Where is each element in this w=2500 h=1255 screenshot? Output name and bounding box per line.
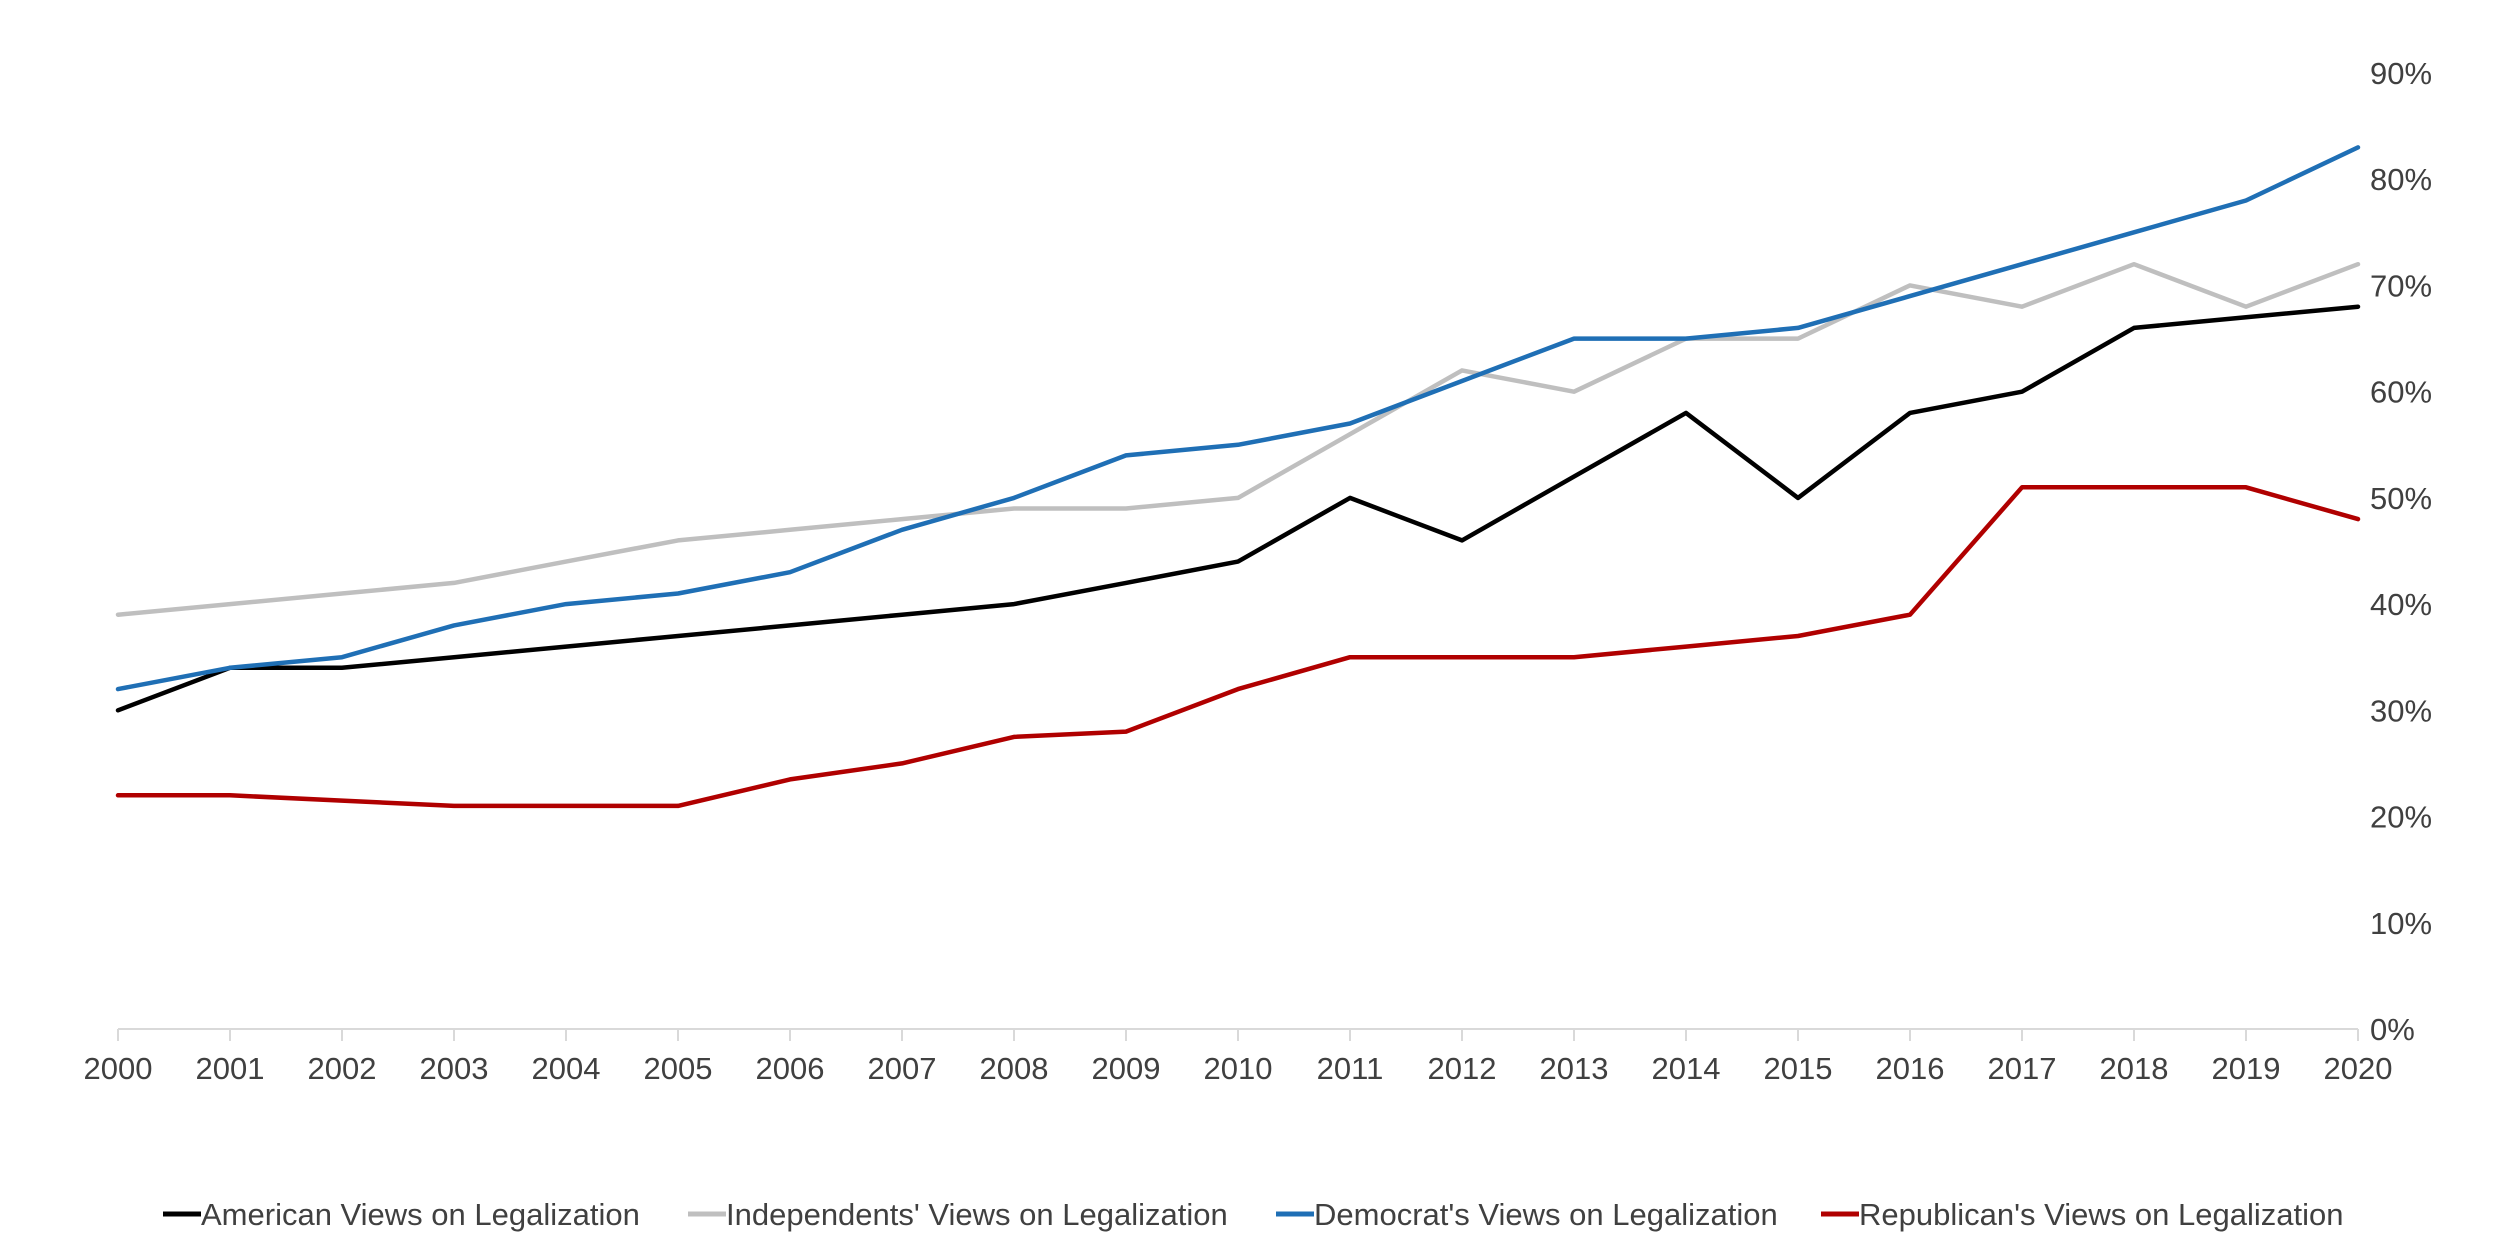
legend-label: American Views on Legalization: [201, 1197, 640, 1232]
series-line-2: [115, 145, 2361, 692]
y-tick-label: 40%: [2370, 587, 2432, 622]
y-tick-label: 20%: [2370, 800, 2432, 835]
x-tick-label: 2001: [196, 1051, 265, 1086]
legend-label: Democrat's Views on Legalization: [1314, 1197, 1778, 1232]
series-line-3: [115, 485, 2361, 809]
x-tick-label: 2002: [308, 1051, 377, 1086]
x-tick-label: 2005: [644, 1051, 713, 1086]
y-tick-label: 50%: [2370, 481, 2432, 516]
x-tick-label: 2015: [1764, 1051, 1833, 1086]
x-tick-label: 2000: [84, 1051, 153, 1086]
y-axis: 0% 10% 20% 30% 40% 50% 60% 70% 80% 90%: [2370, 56, 2432, 1047]
x-tick-label: 2009: [1092, 1051, 1161, 1086]
x-tick-label: 2003: [420, 1051, 489, 1086]
series-layer: [115, 145, 2361, 809]
x-tick-label: 2008: [980, 1051, 1049, 1086]
x-tick-label: 2013: [1540, 1051, 1609, 1086]
legend-label: Republican's Views on Legalization: [1859, 1197, 2343, 1232]
x-tick-label: 2012: [1428, 1051, 1497, 1086]
x-tick-label: 2020: [2324, 1051, 2393, 1086]
y-tick-label: 90%: [2370, 56, 2432, 91]
x-tick-label: 2017: [1988, 1051, 2057, 1086]
y-tick-label: 0%: [2370, 1012, 2415, 1047]
x-tick-label: 2011: [1317, 1051, 1384, 1086]
y-tick-label: 80%: [2370, 162, 2432, 197]
legend-label: Independents' Views on Legalization: [726, 1197, 1228, 1232]
y-tick-label: 30%: [2370, 693, 2432, 728]
x-tick-label: 2006: [756, 1051, 825, 1086]
x-tick-label: 2018: [2100, 1051, 2169, 1086]
x-tick-label: 2004: [532, 1051, 601, 1086]
y-tick-label: 60%: [2370, 375, 2432, 410]
x-tick-label: 2014: [1652, 1051, 1721, 1086]
legend: American Views on Legalization Independen…: [163, 1197, 2343, 1232]
y-tick-label: 10%: [2370, 906, 2432, 941]
series-line-0: [115, 304, 2361, 713]
x-tick-label: 2019: [2212, 1051, 2281, 1086]
x-tick-label: 2007: [868, 1051, 937, 1086]
y-tick-label: 70%: [2370, 268, 2432, 303]
series-line-1: [115, 261, 2361, 617]
x-tick-label: 2010: [1204, 1051, 1273, 1086]
x-tick-label: 2016: [1876, 1051, 1945, 1086]
x-axis: 2000 2001 2002 2003 2004 2005 2006 2007 2008 2009…: [84, 1028, 2393, 1086]
